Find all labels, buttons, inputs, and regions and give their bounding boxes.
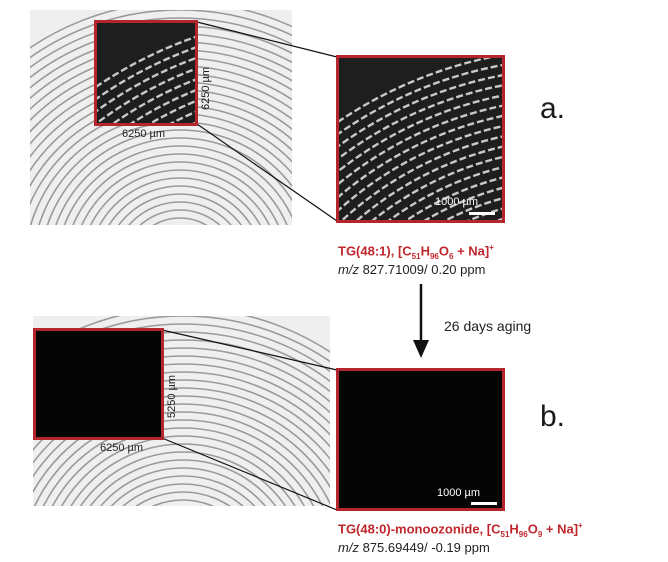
- zoom-box-a: 1000 µm: [336, 55, 505, 223]
- dim-vertical-b: 5250 µm: [166, 374, 178, 418]
- panel-letter-b: b.: [540, 400, 566, 433]
- aging-arrow: [413, 284, 429, 358]
- compound-b-sub2: 96: [518, 529, 528, 539]
- fingerprint-a-roi: [97, 23, 195, 123]
- mz-label-b: m/z: [338, 540, 359, 555]
- compound-a-end: + Na]: [453, 243, 490, 259]
- roi-box-b: [33, 328, 164, 440]
- scale-bar-label-a: 1000 µm: [435, 196, 479, 208]
- mz-line-b: m/z 875.69449/ -0.19 ppm: [338, 540, 490, 555]
- compound-b-sup: +: [578, 521, 583, 530]
- scale-bar-label-b: 1000 µm: [437, 487, 481, 499]
- fingerprint-b-zoom: [339, 371, 502, 508]
- compound-b: TG(48:0)-monoozonide, [C51H96O9 + Na]+: [338, 521, 583, 539]
- panel-letter-a: a.: [540, 92, 566, 125]
- fingerprint-a-zoom: [339, 58, 502, 220]
- compound-a: TG(48:1), [C51H96O6 + Na]+: [338, 243, 494, 261]
- compound-a-mid1: H: [420, 243, 430, 259]
- compound-b-end: + Na]: [542, 521, 579, 537]
- compound-b-mid2: O: [527, 521, 538, 537]
- mz-line-a: m/z 827.71009/ 0.20 ppm: [338, 262, 485, 277]
- fingerprint-b-roi: [36, 331, 161, 437]
- compound-b-mid1: H: [509, 521, 519, 537]
- zoom-box-b: 1000 µm: [336, 368, 505, 511]
- aging-label: 26 days aging: [444, 318, 532, 334]
- scale-bar-a: [469, 212, 495, 215]
- compound-b-sub1: 51: [500, 529, 510, 539]
- mz-value-b: 875.69449/ -0.19 ppm: [358, 540, 490, 555]
- compound-a-mid2: O: [438, 243, 449, 259]
- compound-a-sup: +: [489, 243, 494, 252]
- compound-a-name: TG(48:1), [C: [338, 243, 412, 259]
- dim-horizontal-b: 6250 µm: [100, 442, 144, 454]
- compound-b-sub3: 9: [537, 529, 543, 539]
- scale-bar-b: [471, 502, 497, 505]
- mz-value-a: 827.71009/ 0.20 ppm: [358, 262, 486, 277]
- dim-horizontal-a: 6250 µm: [122, 128, 166, 140]
- roi-box-a: [94, 20, 198, 126]
- compound-b-name: TG(48:0)-monoozonide, [C: [338, 521, 501, 537]
- mz-label-a: m/z: [338, 262, 359, 277]
- compound-a-sub1: 51: [411, 251, 421, 261]
- compound-a-sub2: 96: [429, 251, 439, 261]
- compound-a-sub3: 6: [449, 251, 454, 261]
